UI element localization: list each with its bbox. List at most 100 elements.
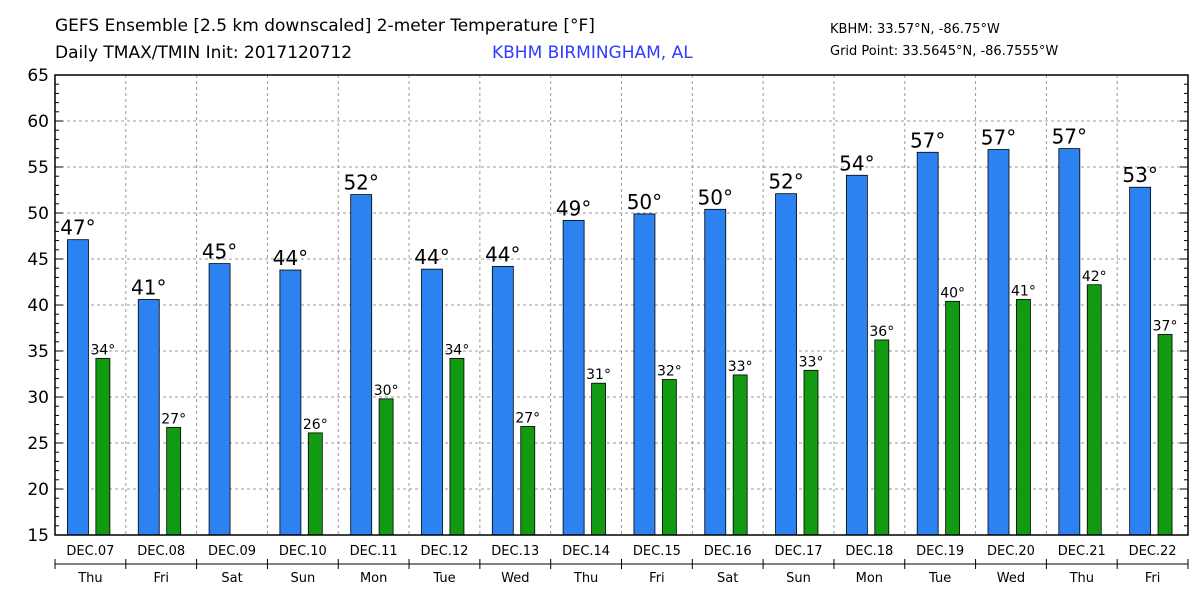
tmin-bar [1157, 334, 1173, 536]
tmax-value-label: 54° [839, 151, 874, 175]
tmax-bar [1058, 148, 1081, 536]
tmax-value-label: 41° [131, 275, 166, 299]
tmax-bar [137, 299, 160, 536]
tmax-bar [1129, 186, 1152, 536]
tmin-value-label: 41° [1011, 283, 1036, 299]
tmin-value-label: 31° [586, 367, 611, 383]
tmin-value-label: 34° [445, 342, 470, 358]
axis-ticks: 15 20 25 30 35 40 45 50 55 60 65 [27, 66, 1188, 546]
x-date-label: DEC.16 [704, 544, 752, 559]
tmax-value-label: 50° [698, 185, 733, 209]
y-tick-label: 20 [27, 480, 49, 500]
y-tick-label: 40 [27, 296, 49, 316]
tmax-value-label: 57° [981, 126, 1016, 150]
x-weekday-label: Wed [501, 571, 529, 586]
y-tick-label: 55 [27, 158, 49, 178]
tmin-bar [1086, 284, 1102, 536]
grid-point-coordinates: Grid Point: 33.5645°N, -86.7555°W [830, 44, 1059, 59]
x-date-label: DEC.22 [1129, 544, 1177, 559]
tmax-value-label: 44° [414, 245, 449, 269]
tmax-value-label: 57° [910, 128, 945, 152]
tmax-bar [916, 151, 939, 536]
tmin-value-label: 32° [657, 364, 682, 380]
y-tick-label: 65 [27, 66, 49, 86]
tmax-value-label: 52° [768, 170, 803, 194]
tmax-value-label: 44° [273, 246, 308, 270]
tmin-value-label: 33° [728, 359, 753, 375]
tmin-bar [166, 426, 182, 536]
y-tick-label: 50 [27, 204, 49, 224]
tmin-bar [803, 369, 819, 536]
tmax-value-label: 49° [556, 196, 591, 220]
tmax-bar [633, 213, 656, 536]
tmax-bar [421, 268, 443, 536]
chart-title: GEFS Ensemble [2.5 km downscaled] 2-mete… [55, 16, 595, 36]
station-name: KBHM BIRMINGHAM, AL [492, 43, 693, 63]
tmin-value-label: 36° [869, 324, 894, 340]
tmin-value-label: 26° [303, 417, 328, 433]
tmax-bar [67, 239, 89, 536]
x-axis: DEC.07 Thu DEC.08 Fri DEC.09 Sat DEC.10 Sun DEC.… [54, 544, 1189, 586]
y-tick-label: 45 [27, 250, 49, 270]
y-tick-label: 25 [27, 434, 49, 454]
x-date-label: DEC.14 [562, 544, 610, 559]
x-weekday-label: Mon [360, 571, 387, 586]
tmin-value-label: 27° [515, 410, 540, 426]
tmax-value-label: 50° [627, 190, 662, 214]
tmax-bar [279, 269, 302, 536]
x-date-label: DEC.19 [916, 544, 964, 559]
x-date-label: DEC.09 [208, 544, 256, 559]
tmin-value-label: 40° [940, 285, 965, 301]
tmin-value-label: 27° [161, 411, 186, 427]
x-date-label: DEC.17 [775, 544, 823, 559]
tmin-bar [1016, 299, 1031, 536]
tmin-value-label: 37° [1153, 318, 1178, 334]
tmax-bar [845, 174, 868, 536]
tmax-bar [987, 149, 1010, 536]
x-date-label: DEC.08 [137, 544, 185, 559]
tmin-value-label: 42° [1082, 269, 1107, 285]
data-labels: 47° 41° 45° 44° 52° 44° 44° 49° 50° 50° 52° 54° 57° 5… [60, 125, 1177, 433]
x-weekday-label: Fri [153, 571, 169, 586]
station-coordinates: KBHM: 33.57°N, -86.75°W [830, 22, 1000, 37]
tmax-value-label: 45° [202, 240, 237, 264]
x-weekday-label: Thu [573, 571, 598, 586]
x-date-label: DEC.07 [66, 544, 114, 559]
x-date-label: DEC.21 [1058, 544, 1106, 559]
x-date-label: DEC.13 [491, 544, 539, 559]
tmin-bar [591, 382, 606, 536]
chart-subtitle: Daily TMAX/TMIN Init: 2017120712 [55, 43, 353, 63]
tmax-value-label: 47° [60, 216, 95, 240]
tmin-bar [874, 339, 890, 536]
x-weekday-label: Fri [649, 571, 665, 586]
tmax-bar [491, 265, 514, 536]
tmin-bar [95, 357, 111, 536]
tmax-bar [704, 208, 727, 536]
x-date-label: DEC.15 [633, 544, 681, 559]
tmax-bar [775, 193, 797, 536]
tmax-bar [562, 219, 585, 536]
tmax-value-label: 57° [1052, 125, 1087, 149]
tmin-bar [732, 374, 748, 536]
x-date-label: DEC.18 [845, 544, 893, 559]
y-tick-label: 15 [27, 526, 49, 546]
x-weekday-label: Sat [717, 571, 738, 586]
y-tick-label: 35 [27, 342, 49, 362]
x-date-label: DEC.11 [350, 544, 398, 559]
x-weekday-label: Thu [77, 571, 102, 586]
tmin-bar [307, 432, 323, 536]
x-weekday-label: Fri [1145, 571, 1161, 586]
tmin-bar [945, 300, 961, 536]
tmin-value-label: 30° [374, 383, 399, 399]
x-weekday-label: Sun [786, 571, 811, 586]
tmax-value-label: 53° [1122, 163, 1157, 187]
bars [67, 148, 1173, 536]
tmin-value-label: 34° [90, 342, 115, 358]
tmax-value-label: 44° [485, 242, 520, 266]
tmin-bar [378, 398, 394, 536]
x-weekday-label: Sat [221, 571, 242, 586]
tmin-bar [449, 357, 465, 536]
tmin-bar [661, 379, 677, 536]
x-date-label: DEC.10 [279, 544, 327, 559]
